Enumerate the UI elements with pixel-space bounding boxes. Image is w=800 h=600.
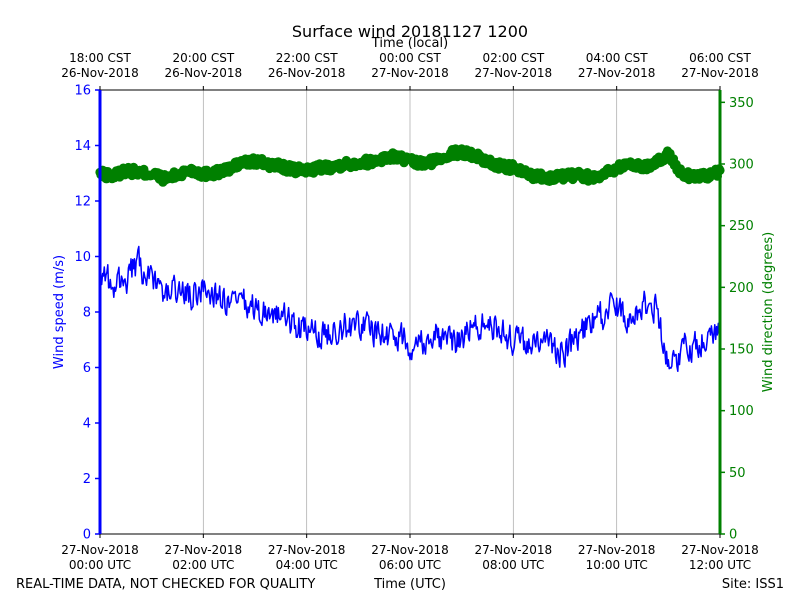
site-label: Site: ISS1	[722, 577, 784, 592]
top-tick-time: 20:00 CST	[172, 51, 234, 65]
bottom-tick-time: 00:00 UTC	[69, 558, 131, 572]
right-tick-label: 350	[729, 96, 754, 111]
bottom-tick-time: 12:00 UTC	[689, 558, 751, 572]
bottom-tick-date: 27-Nov-2018	[371, 543, 449, 557]
top-tick-date: 26-Nov-2018	[165, 66, 243, 80]
top-tick-time: 18:00 CST	[69, 51, 131, 65]
top-tick-date: 26-Nov-2018	[268, 66, 346, 80]
left-tick-label: 4	[83, 417, 91, 432]
bottom-tick-date: 27-Nov-2018	[681, 543, 759, 557]
right-tick-label: 300	[729, 158, 754, 173]
right-tick-label: 50	[729, 466, 746, 481]
left-tick-label: 10	[74, 250, 91, 265]
top-tick-time: 02:00 CST	[482, 51, 544, 65]
bottom-tick-date: 27-Nov-2018	[165, 543, 243, 557]
bottom-tick-date: 27-Nov-2018	[61, 543, 139, 557]
top-tick-time: 00:00 CST	[379, 51, 441, 65]
wind-speed-line	[99, 245, 721, 373]
right-tick-label: 150	[729, 343, 754, 358]
bottom-tick-date: 27-Nov-2018	[578, 543, 656, 557]
bottom-tick-time: 06:00 UTC	[379, 558, 441, 572]
bottom-axis-label: Time (UTC)	[373, 577, 446, 592]
left-tick-label: 8	[83, 306, 91, 321]
axes: 0 2 4 6 8 10 12 14 16 0 50 100 150 200 250 300 350 27-Nov…	[61, 51, 759, 572]
left-tick-label: 2	[83, 472, 91, 487]
left-tick-label: 6	[83, 361, 91, 376]
top-tick-date: 27-Nov-2018	[475, 66, 553, 80]
top-axis-label: Time (local)	[371, 36, 448, 51]
right-tick-label: 100	[729, 404, 754, 419]
right-tick-label: 200	[729, 281, 754, 296]
wind-direction-series	[95, 144, 725, 187]
left-tick-label: 12	[74, 195, 91, 210]
right-tick-label: 250	[729, 219, 754, 234]
right-axis-label: Wind direction (degrees)	[761, 232, 776, 392]
bottom-tick-date: 27-Nov-2018	[475, 543, 553, 557]
top-tick-date: 27-Nov-2018	[681, 66, 759, 80]
bottom-tick-time: 04:00 UTC	[276, 558, 338, 572]
left-axis-label: Wind speed (m/s)	[52, 255, 67, 369]
footer-quality-note: REAL-TIME DATA, NOT CHECKED FOR QUALITY	[16, 577, 315, 592]
top-tick-date: 26-Nov-2018	[61, 66, 139, 80]
left-tick-label: 16	[74, 84, 91, 99]
bottom-tick-time: 10:00 UTC	[586, 558, 648, 572]
right-tick-label: 0	[729, 528, 737, 543]
top-tick-date: 27-Nov-2018	[578, 66, 656, 80]
top-tick-time: 06:00 CST	[689, 51, 751, 65]
left-tick-label: 14	[74, 139, 91, 154]
top-tick-date: 27-Nov-2018	[371, 66, 449, 80]
bottom-tick-date: 27-Nov-2018	[268, 543, 346, 557]
bottom-tick-time: 08:00 UTC	[482, 558, 544, 572]
left-tick-label: 0	[83, 528, 91, 543]
top-tick-time: 04:00 CST	[586, 51, 648, 65]
chart-title: Surface wind 20181127 1200	[292, 22, 528, 41]
bottom-tick-time: 02:00 UTC	[172, 558, 234, 572]
wind-speed-series	[99, 245, 721, 373]
top-tick-time: 22:00 CST	[276, 51, 338, 65]
